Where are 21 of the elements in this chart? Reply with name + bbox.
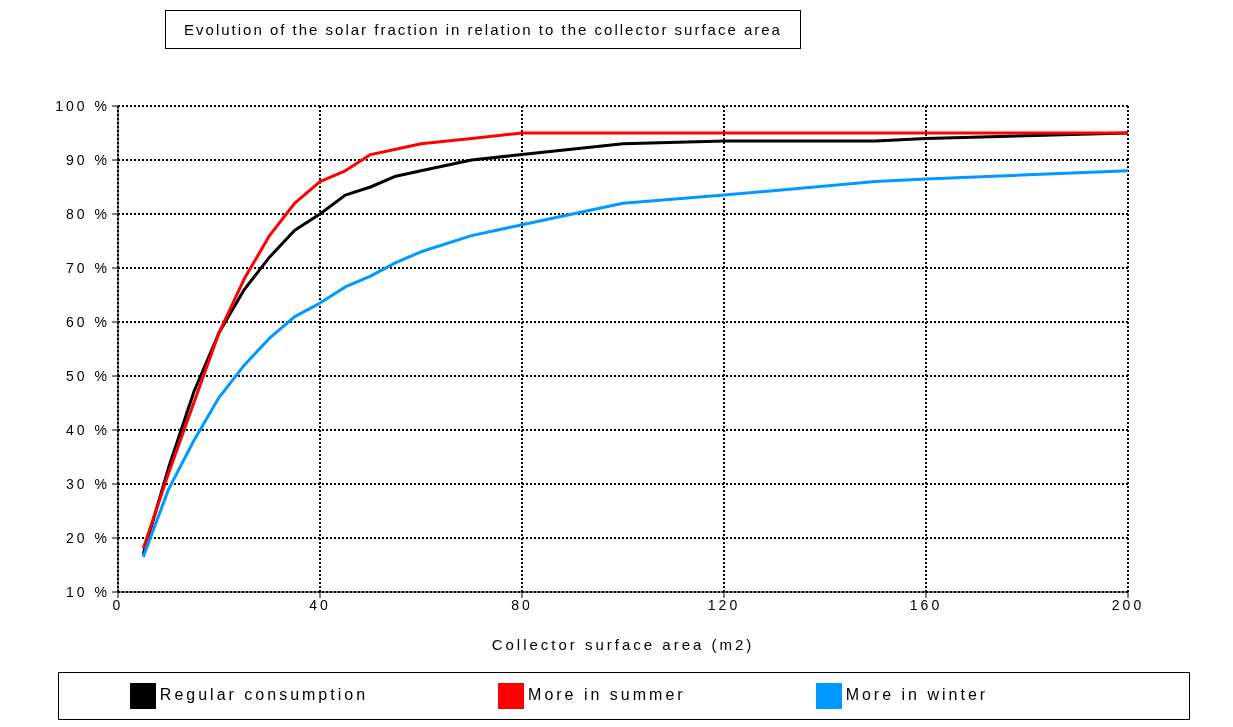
legend-label: More in summer [528,686,686,704]
x-tick-label: 40 [309,596,331,613]
x-axis-title: Collector surface area (m2) [491,636,755,653]
y-tick-label: 20 % [66,529,110,546]
y-tick-label: 90 % [66,151,110,168]
x-tick-label: 0 [112,596,124,613]
y-tick-label: 30 % [66,475,110,492]
y-tick-label: 10 % [66,583,110,600]
y-tick-label: 60 % [66,313,110,330]
x-tick-label: 80 [511,596,533,613]
x-tick-label: 120 [707,596,741,613]
legend-label: More in winter [845,686,989,704]
x-tick-label: 160 [909,596,943,613]
legend-label: Regular consumption [159,686,369,704]
chart-title: Evolution of the solar fraction in relation to the collector surface area [165,10,801,49]
y-tick-label: 70 % [66,259,110,276]
x-tick-label: 200 [1111,596,1145,613]
y-tick-label: 80 % [66,205,110,222]
y-tick-label: 40 % [66,421,110,438]
y-tick-label: 100 % [55,97,110,114]
y-tick-label: 50 % [66,367,110,384]
